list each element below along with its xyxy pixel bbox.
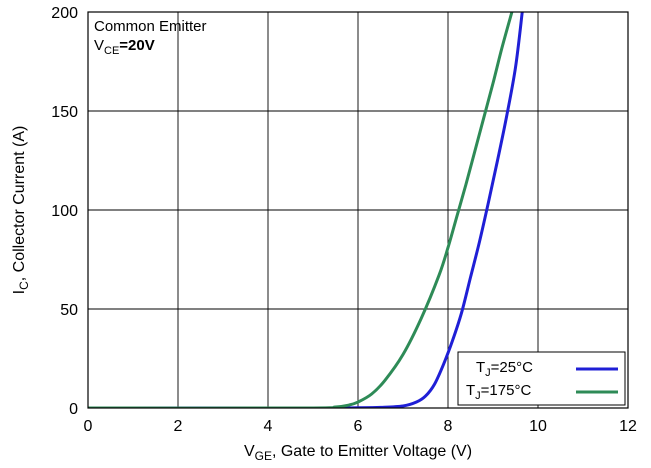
tick-labels: 0 2 4 6 8 10 12 0 50 100 150 200 <box>51 5 637 435</box>
annotation-line2-main: V <box>94 37 104 54</box>
legend-175c-sub: J <box>475 390 481 402</box>
y-axis-label-main: I <box>11 290 28 294</box>
legend-25c-rest: =25°C <box>491 359 533 376</box>
x-tick-label: 8 <box>444 418 453 435</box>
annotation-line2-rest: =20V <box>119 37 154 54</box>
x-axis-label-rest: , Gate to Emitter Voltage (V) <box>272 443 472 460</box>
legend-box <box>457 351 626 406</box>
x-tick-label: 10 <box>529 418 547 435</box>
series-line-175c <box>88 12 514 408</box>
x-tick-label: 2 <box>174 418 183 435</box>
x-tick-label: 4 <box>264 418 273 435</box>
x-axis-label-sub: GE <box>255 449 272 463</box>
y-axis-label: IC, Collector Current (A) <box>11 126 31 295</box>
legend: TJ=25°C TJ=175°C <box>457 351 626 406</box>
plot-frame <box>87 11 629 409</box>
x-tick-label: 6 <box>354 418 363 435</box>
y-tick-label: 150 <box>51 104 78 121</box>
annotation-line1: Common Emitter <box>94 18 207 35</box>
legend-175c-main: T <box>466 382 475 399</box>
x-tick-label: 0 <box>84 418 93 435</box>
annotation-line2: VCE=20V <box>94 37 155 57</box>
legend-25c-sub: J <box>485 367 491 379</box>
legend-25c-main: T <box>476 359 485 376</box>
x-axis-label: VGE, Gate to Emitter Voltage (V) <box>244 443 472 463</box>
grid <box>88 12 628 408</box>
y-axis-label-sub: C <box>17 281 31 290</box>
legend-label-25c: TJ=25°C <box>476 359 533 379</box>
y-tick-label: 50 <box>60 302 78 319</box>
x-axis-label-main: V <box>244 443 255 460</box>
annotation-line2-sub: CE <box>104 45 119 57</box>
y-tick-label: 100 <box>51 203 78 220</box>
y-tick-label: 0 <box>69 401 78 418</box>
y-axis-label-rest: , Collector Current (A) <box>11 126 28 282</box>
y-tick-label: 200 <box>51 5 78 22</box>
x-tick-label: 12 <box>619 418 637 435</box>
legend-label-175c: TJ=175°C <box>466 382 531 402</box>
legend-175c-rest: =175°C <box>481 382 532 399</box>
